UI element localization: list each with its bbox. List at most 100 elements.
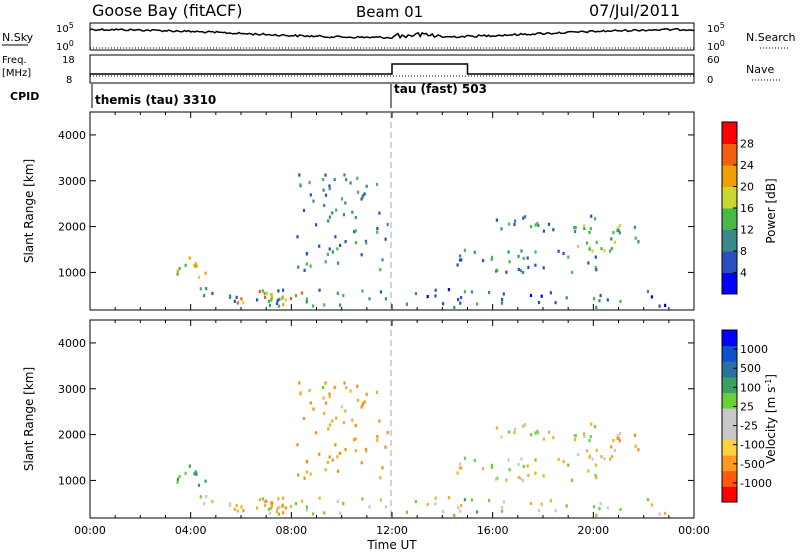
echo-cell [457, 298, 460, 302]
echo-cell [540, 294, 543, 298]
noise-right-tick-bottom: 100 [707, 39, 725, 53]
echo-cell [211, 291, 214, 296]
echo-cell [343, 381, 346, 385]
echo-cell [378, 419, 381, 423]
echo-cell [490, 463, 494, 467]
echo-cell [240, 297, 243, 301]
echo-cell [534, 458, 537, 462]
echo-cell [354, 423, 357, 428]
echo-cell [500, 435, 503, 439]
echo-cell [488, 498, 491, 503]
noise-sky-label: N.Sky [2, 31, 34, 44]
echo-cell [302, 208, 306, 213]
echo-cell [490, 465, 493, 469]
echo-cell [554, 301, 557, 305]
echo-cell [267, 507, 270, 511]
echo-cell [342, 502, 345, 506]
power-panel: 1000 2000 3000 4000 Slant Range [km] 4 8 12 16… [22, 111, 778, 311]
echo-cell [508, 260, 511, 264]
velocity-ylabel: Slant Range [km] [22, 367, 36, 471]
echo-cell [459, 254, 462, 258]
echo-cell [205, 287, 208, 291]
echo-cell [228, 503, 232, 507]
echo-cell [517, 462, 520, 466]
echo-cell [318, 288, 321, 292]
echo-cell [617, 228, 620, 232]
echo-cell [463, 290, 466, 294]
echo-cell [540, 502, 543, 506]
echo-cell [495, 477, 498, 481]
echo-cell [591, 249, 594, 253]
echo-cell [606, 506, 609, 510]
colorbar-tick-label: 28 [740, 138, 754, 151]
echo-cell [240, 505, 243, 509]
y-tick-label: 2000 [58, 221, 86, 234]
echo-cell [618, 231, 621, 235]
echo-cell [612, 439, 615, 443]
echo-cell [176, 269, 179, 273]
echo-cell [537, 432, 540, 436]
echo-cell [590, 214, 593, 218]
echo-cell [328, 423, 331, 427]
power-y-axis: 1000 2000 3000 4000 [58, 129, 694, 279]
colorbar-segment [722, 361, 737, 378]
echo-cell [327, 427, 330, 431]
echo-cell [328, 184, 331, 188]
echo-cell [529, 433, 533, 437]
colorbar-tick-label: -25 [740, 420, 758, 433]
echo-cell [308, 181, 311, 185]
echo-cell [588, 231, 591, 235]
echo-cell [457, 506, 460, 510]
echo-cell [508, 468, 511, 472]
echo-cell [606, 298, 609, 302]
echo-cell [646, 290, 650, 294]
echo-cell [360, 253, 363, 257]
echo-cell [336, 455, 339, 459]
echo-cell [613, 240, 616, 244]
echo-cell [593, 217, 597, 221]
colorbar-tick-label: -100 [740, 439, 765, 452]
colorbar-tick-label: 8 [740, 245, 747, 258]
echo-cell [299, 391, 302, 395]
echo-cell [588, 455, 591, 459]
echo-cell [357, 190, 360, 194]
colorbar-segment [722, 392, 737, 409]
echo-cell [235, 503, 238, 507]
echo-cell [354, 437, 357, 441]
echo-cell [552, 228, 555, 232]
echo-cell [507, 458, 510, 462]
echo-cell [589, 435, 592, 439]
echo-cell [527, 265, 530, 269]
echo-cell [588, 247, 591, 251]
colorbar-tick-label: 500 [740, 362, 761, 375]
colorbar-segment [722, 423, 737, 440]
echo-cell [184, 471, 187, 475]
echo-cell [323, 411, 326, 416]
echo-cell [522, 216, 525, 220]
echo-cell [339, 451, 342, 455]
echo-cell [375, 390, 379, 394]
echo-cell [342, 421, 345, 425]
echo-cell [501, 297, 504, 302]
echo-cell [345, 178, 348, 182]
cpid-label: CPID [10, 90, 39, 103]
echo-cell [363, 192, 366, 196]
echo-cell [309, 264, 312, 268]
echo-cell [650, 503, 653, 507]
freq-tick-top: 18 [62, 55, 75, 66]
echo-cell [536, 429, 539, 434]
echo-cell [460, 504, 463, 508]
echo-cell [458, 258, 461, 262]
echo-cell [593, 297, 596, 301]
echo-cell [334, 443, 337, 447]
echo-cell [610, 455, 613, 459]
echo-cell [567, 255, 570, 259]
echo-cell [522, 424, 525, 428]
echo-cell [178, 474, 181, 479]
echo-cell [520, 457, 523, 461]
colorbar-tick-label: 25 [740, 400, 754, 413]
echo-cell [384, 445, 387, 449]
echo-cell [349, 389, 352, 393]
colorbar-segment [722, 345, 737, 362]
echo-cell [235, 295, 238, 299]
